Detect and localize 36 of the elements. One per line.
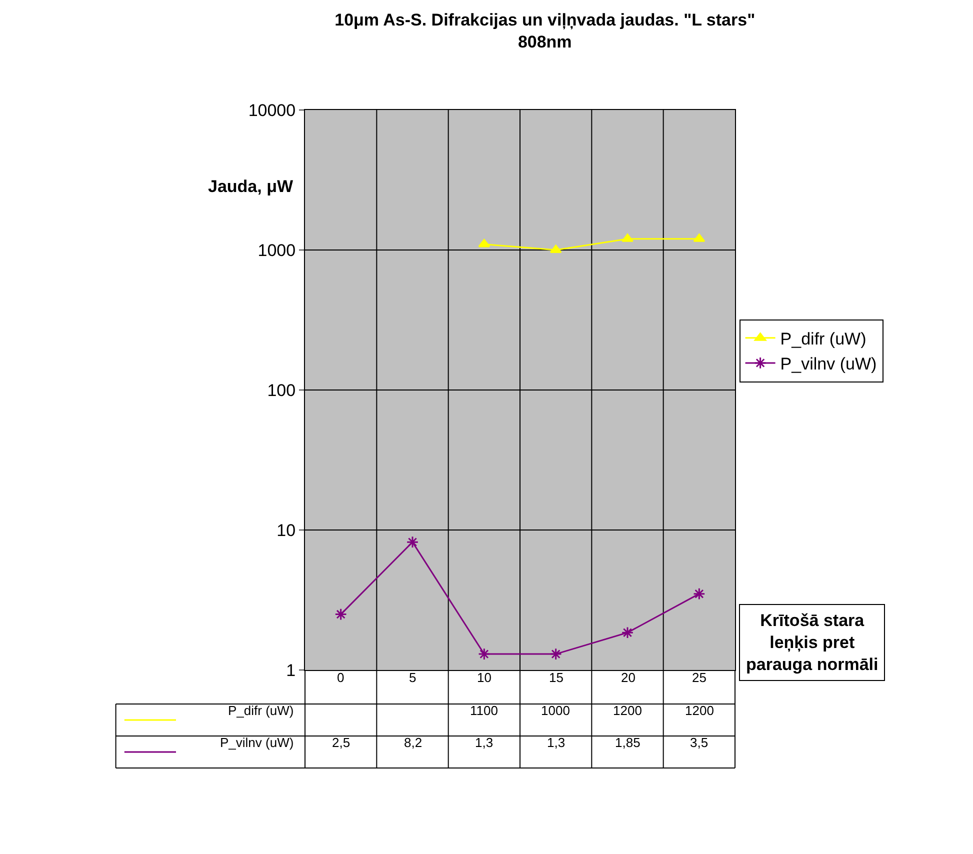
legend-label: P_difr (uW)	[780, 329, 866, 348]
data-label: 1200	[613, 703, 642, 718]
point	[693, 588, 706, 600]
text: P_vilnv (uW)	[220, 735, 294, 750]
x-tick-label: 15	[549, 670, 564, 685]
x-tick-label: 5	[409, 670, 416, 685]
y-tick-label: 1000	[258, 240, 296, 260]
y-axis-title: Jauda, μW	[208, 177, 294, 196]
text: P_difr (uW)	[228, 703, 294, 718]
y-tick-label: 100	[267, 380, 296, 400]
data-label: 1,3	[547, 735, 566, 750]
point	[478, 238, 490, 248]
y-tick-label: 10000	[248, 100, 296, 120]
data-label: 2,5	[332, 735, 350, 750]
data-label: 8,2	[404, 735, 422, 750]
x-tick-label: 25	[692, 670, 706, 685]
data-label: 3,5	[690, 735, 708, 750]
x-tick-label: 10	[477, 670, 492, 685]
point	[406, 536, 419, 548]
data-label: 1,3	[475, 735, 494, 750]
point	[622, 234, 634, 242]
x-tick-label: 0	[337, 670, 344, 685]
data-label: 1200	[685, 703, 714, 718]
data-label: 1100	[470, 703, 498, 718]
y-tick-label: 10	[276, 520, 296, 540]
point	[621, 626, 634, 639]
data-label: 1000	[541, 703, 570, 718]
point	[334, 608, 347, 620]
x-tick-label: 20	[621, 670, 636, 685]
legend-label: P_vilnv (uW)	[780, 354, 877, 374]
y-tick-label: 1	[286, 660, 296, 680]
x-axis-title: Krītošā stara leņķis pret parauga normāli	[746, 611, 878, 674]
point	[478, 648, 490, 660]
point	[550, 648, 562, 660]
data-label: 1,85	[615, 735, 640, 750]
chart-title: 10μm As-S. Difrakcijas un viļņvada jaudas. "L stars" 808nm	[334, 10, 756, 52]
